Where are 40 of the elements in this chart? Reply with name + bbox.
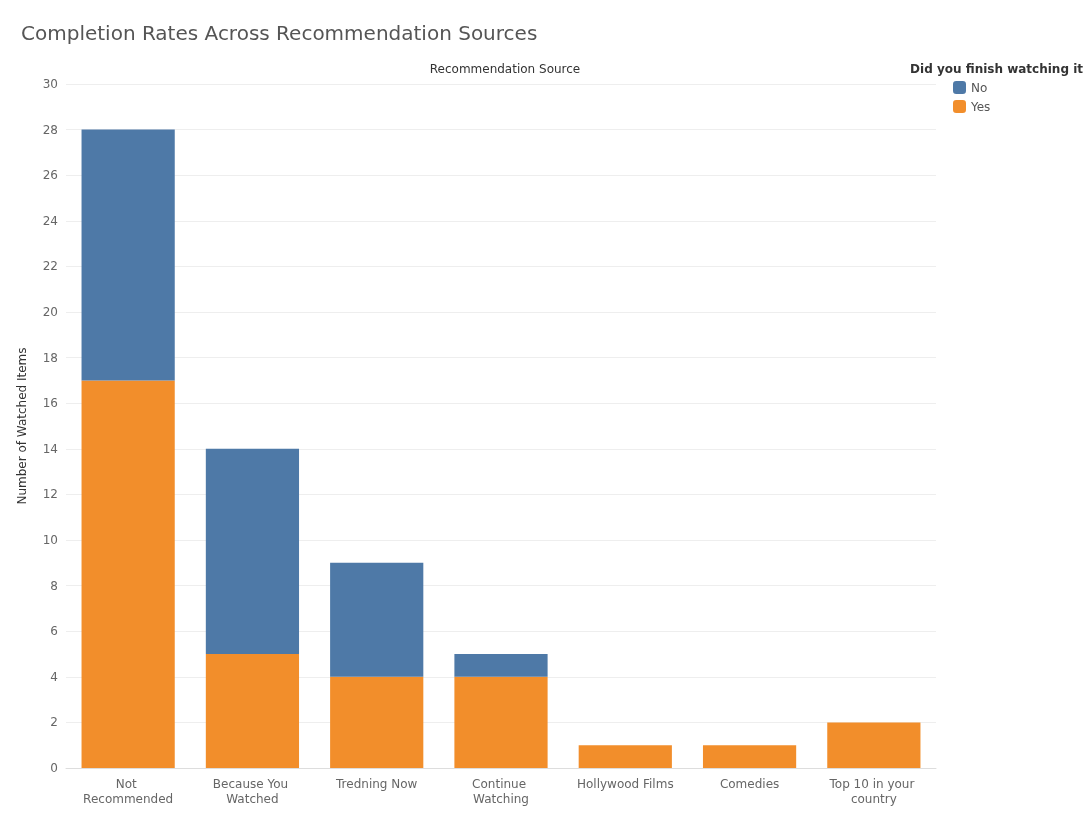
bar — [827, 722, 921, 768]
bar — [330, 676, 424, 768]
y-tick-label: 22 — [42, 259, 58, 274]
y-axis-title: Number of Watched Items — [15, 347, 29, 505]
y-tick-label: 2 — [50, 715, 58, 730]
y-tick-label: 14 — [42, 441, 58, 456]
y-tick-label: 4 — [50, 669, 58, 684]
bar — [454, 654, 548, 677]
legend-label: Yes — [970, 99, 991, 114]
bar — [205, 654, 300, 768]
x-tick-label: Tredning Now — [335, 776, 418, 791]
y-tick-label: 6 — [50, 624, 58, 639]
x-tick-label: Top 10 in your country — [828, 776, 919, 806]
bar — [205, 448, 300, 654]
x-tick-label: Hollywood Films — [576, 776, 674, 791]
y-tick-label: 18 — [42, 350, 58, 365]
y-tick-label: 28 — [42, 122, 58, 137]
legend-title: Did you finish watching it — [910, 62, 1084, 76]
y-tick-label: 20 — [42, 305, 58, 319]
x-tick-label: Comedies — [719, 776, 780, 791]
x-tick-label: Continue Watching — [472, 776, 530, 806]
bar — [454, 676, 548, 768]
x-tick-label: Because You Watched — [212, 776, 292, 806]
bar — [702, 745, 797, 768]
chart-title: Completion Rates Across Recommendation Sources — [21, 21, 538, 45]
bar — [578, 745, 672, 768]
y-tick-label: 8 — [50, 578, 58, 593]
y-tick-label: 10 — [42, 533, 58, 547]
y-tick-label: 26 — [42, 168, 58, 183]
bar — [81, 129, 175, 381]
y-tick-label: 24 — [42, 213, 58, 228]
x-tick-label: Not Recommended — [83, 776, 174, 806]
y-tick-label: 0 — [50, 761, 58, 775]
bar — [81, 380, 175, 768]
y-tick-label: 30 — [42, 77, 58, 91]
bar — [330, 562, 424, 677]
y-tick-label: 16 — [42, 396, 58, 411]
legend-label: No — [971, 80, 988, 95]
y-tick-label: 12 — [42, 487, 58, 502]
x-axis-title: Recommendation Source — [429, 62, 581, 76]
